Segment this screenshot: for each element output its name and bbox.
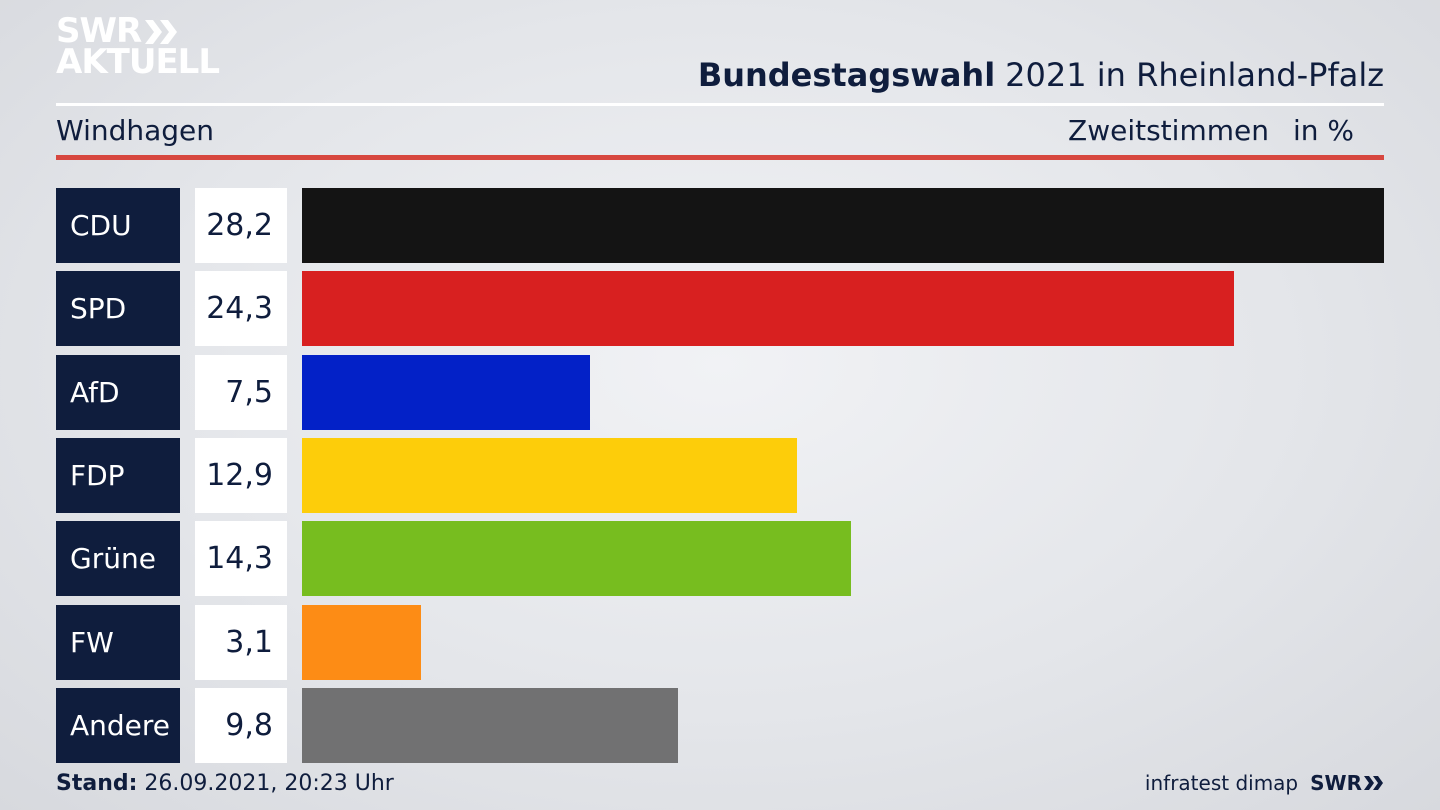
party-label: FW <box>56 604 180 680</box>
chevrons-icon <box>145 19 178 44</box>
source-text: infratest dimap <box>1144 771 1299 795</box>
value-label: 3,1 <box>195 604 287 680</box>
value-label: 12,9 <box>195 437 287 513</box>
footer-logo-text: SWR <box>1310 771 1362 795</box>
party-label: Grüne <box>56 521 180 597</box>
timestamp: Stand: 26.09.2021, 20:23 Uhr <box>56 771 394 796</box>
bar <box>302 604 421 680</box>
bar <box>302 521 851 597</box>
bar-row: CDU 28,2 <box>56 188 1384 263</box>
bar-row: FDP 12,9 <box>56 437 1384 513</box>
party-label: FDP <box>56 437 180 513</box>
logo-swr-text: SWR <box>56 11 142 51</box>
bar-row: FW 3,1 <box>56 604 1384 680</box>
bar <box>302 687 678 763</box>
value-label: 9,8 <box>195 687 287 763</box>
swr-footer-logo: SWR <box>1310 771 1384 795</box>
divider-red <box>56 155 1384 160</box>
page-title: Bundestagswahl 2021 in Rheinland-Pfalz <box>698 56 1384 94</box>
bar <box>302 188 1384 263</box>
bar <box>302 354 590 430</box>
location-label: Windhagen <box>56 114 215 147</box>
swr-aktuell-logo: SWR AKTUELL <box>56 11 220 83</box>
value-label: 14,3 <box>195 521 287 597</box>
bar-row: Grüne 14,3 <box>56 521 1384 597</box>
source-credit: infratest dimap SWR <box>1145 771 1384 795</box>
party-label: CDU <box>56 188 180 263</box>
stand-value: 26.09.2021, 20:23 Uhr <box>144 771 394 796</box>
value-label: 24,3 <box>195 271 287 347</box>
bar <box>302 437 797 513</box>
divider-white <box>56 103 1384 106</box>
stand-label: Stand: <box>56 771 138 796</box>
measure-label: Zweitstimmen in % <box>1068 114 1354 147</box>
footer-chevrons-icon <box>1364 776 1383 790</box>
party-label: AfD <box>56 354 180 430</box>
title-rest: 2021 in Rheinland-Pfalz <box>1005 56 1384 94</box>
title-bold: Bundestagswahl <box>697 56 996 94</box>
unit-text: in % <box>1292 114 1354 147</box>
bar <box>302 271 1234 347</box>
logo-aktuell-text: AKTUELL <box>56 42 220 83</box>
measure-text: Zweitstimmen <box>1068 114 1269 147</box>
bar-row: AfD 7,5 <box>56 354 1384 430</box>
party-label: Andere <box>56 687 180 763</box>
value-label: 28,2 <box>195 188 287 263</box>
bar-row: SPD 24,3 <box>56 271 1384 347</box>
party-label: SPD <box>56 271 180 347</box>
bar-row: Andere 9,8 <box>56 687 1384 763</box>
value-label: 7,5 <box>195 354 287 430</box>
